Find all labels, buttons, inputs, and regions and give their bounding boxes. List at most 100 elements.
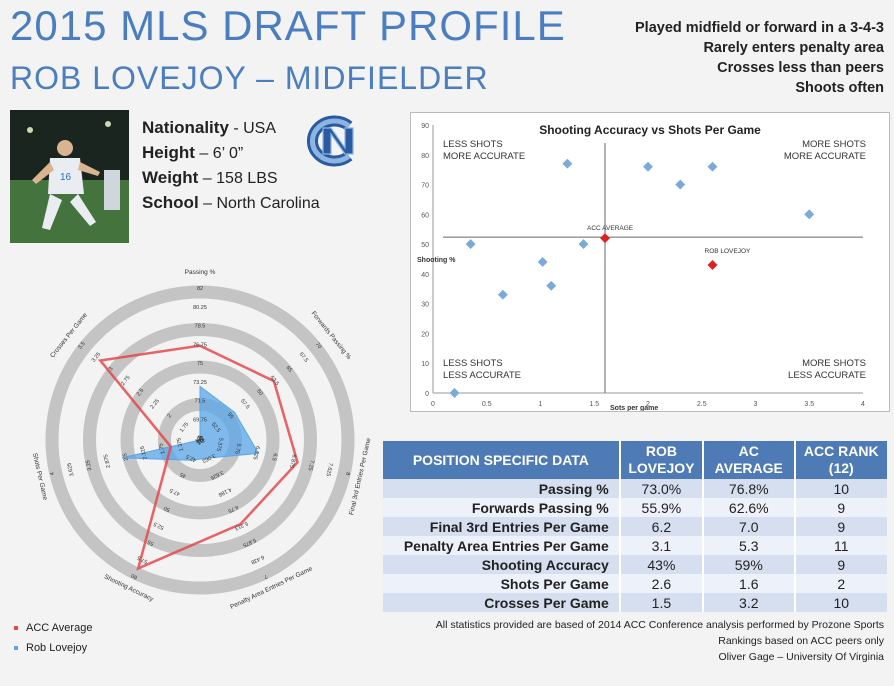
x-tick-label: 1.5 <box>589 401 599 408</box>
radar-tick-label: 50 <box>197 435 206 444</box>
table-cell: 1.6 <box>703 574 796 593</box>
radar-tick-label: 45 <box>179 471 187 479</box>
nationality-row: Nationality - USA <box>142 118 277 137</box>
nationality-label: Nationality <box>142 118 229 137</box>
data-point <box>465 239 476 250</box>
radar-tick-label: 2.5 <box>122 453 130 462</box>
radar-tick-label: 65 <box>284 365 293 374</box>
weight-label: Weight <box>142 168 199 187</box>
height-row: Height – 6’ 0” <box>142 143 244 162</box>
table-cell: 73.0% <box>619 479 705 498</box>
radar-tick-label: 2.25 <box>150 398 161 410</box>
table-cell: 43% <box>619 555 705 574</box>
svg-text:16: 16 <box>60 172 72 183</box>
acc-average-line <box>97 344 299 571</box>
data-point <box>546 280 557 291</box>
radar-tick-label: 42.5 <box>185 453 197 463</box>
radar-tick-label: 57.5 <box>136 554 148 564</box>
table-header: POSITION SPECIFIC DATA <box>383 441 621 479</box>
table-row: Passing % 73.0% 76.8% 10 <box>383 479 887 498</box>
table-cell: 10 <box>794 593 887 612</box>
radar-chart-panel: 68 69.75 71.5 73.25 75 76.75 78.5 80.25 82 Passin… <box>0 255 400 650</box>
table-row: Forwards Passing % 55.9% 62.6% 9 <box>383 498 887 517</box>
data-point <box>578 239 589 250</box>
weight-value: 158 LBS <box>216 170 278 187</box>
table-cell: 2.6 <box>619 574 705 593</box>
radar-tick-label: 6.5 <box>270 453 278 462</box>
school-label: School <box>142 193 199 212</box>
row-label: Crosses Per Game <box>383 593 621 612</box>
radar-tick-label: 7.625 <box>324 462 333 477</box>
quadrant-label: LESS ACCURATE <box>788 370 866 381</box>
highlight-label: ACC AVERAGE <box>587 225 634 232</box>
y-tick-label: 90 <box>421 123 429 130</box>
radar-tick-label: 3 <box>108 366 115 372</box>
quadrant-label: MORE ACCURATE <box>784 151 866 162</box>
radar-tick-label: 50 <box>163 504 171 512</box>
table-cell: 2 <box>794 574 887 593</box>
x-tick-label: 2.5 <box>697 401 707 408</box>
y-tick-label: 60 <box>421 212 429 219</box>
legend-marker <box>14 626 18 631</box>
radar-tick-label: 3.5 <box>77 341 86 351</box>
y-tick-label: 70 <box>421 183 429 190</box>
radar-tick-label: 3.25 <box>91 351 102 363</box>
radar-tick-label: 8 <box>344 471 351 475</box>
radar-tick-label: 1.75 <box>179 422 190 434</box>
table-row: Shooting Accuracy 43% 59% 9 <box>383 555 887 574</box>
data-point <box>804 209 815 220</box>
radar-tick-label: 5.75 <box>233 443 241 455</box>
header-line: ACC RANK <box>803 443 879 459</box>
radar-tick-label: 4.75 <box>227 503 239 513</box>
note-line: Crosses less than peers <box>717 60 884 76</box>
radar-tick-label: 40 <box>196 437 204 445</box>
radar-axis-label: Passing % <box>185 269 216 276</box>
radar-tick-label: 75 <box>197 361 203 367</box>
radar-tick-label: 2.5 <box>196 437 206 446</box>
height-label: Height <box>142 143 195 162</box>
row-label: Shots Per Game <box>383 574 621 593</box>
table-header: ACC RANK (12) <box>794 441 887 479</box>
footer-source: All statistics provided are based of 201… <box>435 619 884 631</box>
radar-tick-label: 73.25 <box>193 380 207 386</box>
footer-rankings: Rankings based on ACC peers only <box>718 635 884 647</box>
page-title: 2015 MLS DRAFT PROFILE <box>10 2 566 49</box>
position-data-table: POSITION SPECIFIC DATA ROB LOVEJOY AC AVER… <box>383 441 887 612</box>
table-cell: 6.2 <box>619 517 705 536</box>
table-cell: 9 <box>794 498 887 517</box>
data-point <box>537 257 548 267</box>
radar-tick-label: 2.5 <box>136 388 145 398</box>
radar-tick-label: 5 <box>198 438 205 442</box>
quadrant-label: MORE ACCURATE <box>443 151 525 162</box>
header-line: (12) <box>828 460 854 476</box>
table-cell: 7.0 <box>703 517 796 536</box>
table-cell: 1.5 <box>619 593 705 612</box>
table-cell: 11 <box>794 536 887 555</box>
data-point <box>497 289 508 300</box>
table-row: Shots Per Game 2.6 1.6 2 <box>383 574 887 593</box>
radar-tick-label: 55 <box>147 538 155 546</box>
scatter-title: Shooting Accuracy vs Shots Per Game <box>539 123 761 137</box>
row-label: Shooting Accuracy <box>383 555 621 574</box>
header-line: LOVEJOY <box>628 460 695 476</box>
radar-tick-label: 2.125 <box>140 445 149 460</box>
radar-tick-label: 3.625 <box>209 469 224 480</box>
radar-tick-label: 5.313 <box>234 520 249 531</box>
radar-tick-label: 57.5 <box>239 398 250 410</box>
radar-ring <box>45 285 355 595</box>
radar-tick-label: 3.25 <box>85 459 93 471</box>
height-value: 6’ 0” <box>212 145 244 162</box>
table-cell: 5.3 <box>703 536 796 555</box>
radar-tick-label: 6.438 <box>250 553 265 564</box>
table-cell: 62.6% <box>703 498 796 517</box>
radar-ring <box>120 360 280 520</box>
radar-tick-label: 68 <box>197 436 203 442</box>
y-tick-label: 40 <box>421 272 429 279</box>
row-label: Final 3rd Entries Per Game <box>383 517 621 536</box>
footer-notes: All statistics provided are based of 201… <box>436 617 884 665</box>
highlight-label: ROB LOVEJOY <box>705 248 752 255</box>
quadrant-label: LESS SHOTS <box>443 139 503 150</box>
footer-author: Oliver Gage – University Of Virginia <box>718 651 884 663</box>
table-cell: 76.8% <box>703 479 796 498</box>
